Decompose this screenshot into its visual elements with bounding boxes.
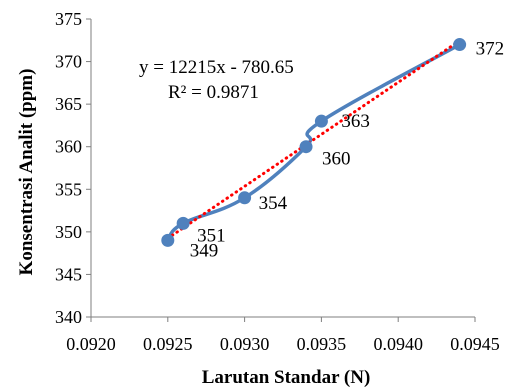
y-tick-label: 365 bbox=[55, 94, 82, 114]
data-point bbox=[161, 233, 175, 247]
trendline-r-squared: R² = 0.9871 bbox=[168, 82, 259, 103]
data-label: 363 bbox=[341, 111, 370, 132]
x-ticks: 0.0920 0.0925 0.0930 0.0935 0.0940 0.0945 bbox=[66, 317, 500, 354]
x-axis-title: Larutan Standar (N) bbox=[202, 367, 371, 388]
y-axis-title: Konsentrasi Analit (ppm) bbox=[16, 69, 37, 276]
data-point bbox=[238, 191, 252, 205]
y-tick-label: 340 bbox=[55, 307, 82, 327]
x-tick-label: 0.0935 bbox=[297, 334, 347, 354]
data-label: 372 bbox=[476, 39, 505, 60]
trendline bbox=[166, 39, 462, 240]
data-point bbox=[299, 140, 313, 154]
x-tick-label: 0.0930 bbox=[220, 334, 270, 354]
data-point bbox=[453, 38, 467, 52]
x-tick-label: 0.0925 bbox=[143, 334, 193, 354]
y-tick-label: 370 bbox=[55, 52, 82, 72]
y-tick-label: 355 bbox=[55, 179, 82, 199]
y-ticks: 340 345 350 355 360 365 370 375 bbox=[55, 9, 91, 327]
y-tick-label: 345 bbox=[55, 264, 82, 284]
data-label: 351 bbox=[197, 225, 226, 246]
data-point bbox=[176, 216, 190, 230]
y-tick-label: 350 bbox=[55, 222, 82, 242]
y-tick-label: 375 bbox=[55, 9, 82, 29]
data-point bbox=[314, 114, 328, 128]
data-label: 349 bbox=[190, 240, 219, 261]
axes bbox=[90, 19, 475, 318]
trendline-equation: y = 12215x - 780.65 bbox=[139, 57, 294, 78]
x-tick-label: 0.0945 bbox=[450, 334, 500, 354]
y-tick-label: 360 bbox=[55, 137, 82, 157]
x-tick-label: 0.0940 bbox=[373, 334, 423, 354]
data-label: 360 bbox=[322, 149, 351, 170]
data-label: 354 bbox=[259, 193, 288, 214]
x-tick-label: 0.0920 bbox=[66, 334, 116, 354]
